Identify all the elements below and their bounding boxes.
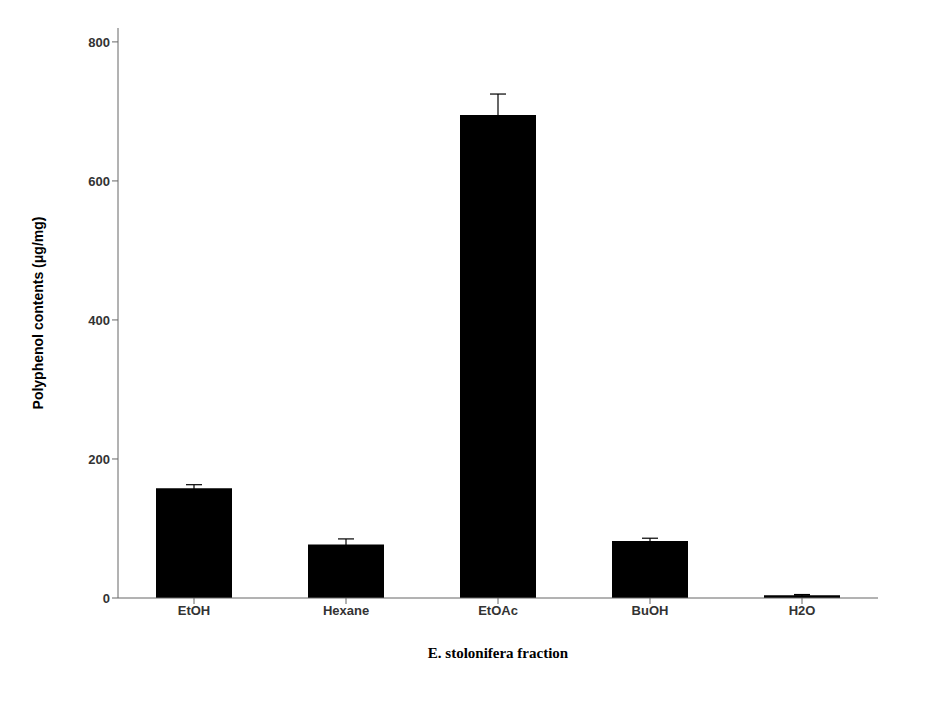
svg-text:E. stolonifera fraction: E. stolonifera fraction bbox=[428, 645, 569, 661]
svg-text:200: 200 bbox=[88, 452, 110, 467]
svg-text:Polyphenol contents (μg/mg): Polyphenol contents (μg/mg) bbox=[30, 217, 46, 410]
svg-text:Hexane: Hexane bbox=[323, 603, 369, 618]
svg-text:400: 400 bbox=[88, 313, 110, 328]
svg-text:EtOAc: EtOAc bbox=[478, 603, 518, 618]
svg-text:0: 0 bbox=[103, 591, 110, 606]
svg-text:BuOH: BuOH bbox=[632, 603, 669, 618]
svg-text:H2O: H2O bbox=[789, 603, 816, 618]
svg-text:600: 600 bbox=[88, 174, 110, 189]
svg-text:800: 800 bbox=[88, 35, 110, 50]
svg-text:EtOH: EtOH bbox=[178, 603, 211, 618]
